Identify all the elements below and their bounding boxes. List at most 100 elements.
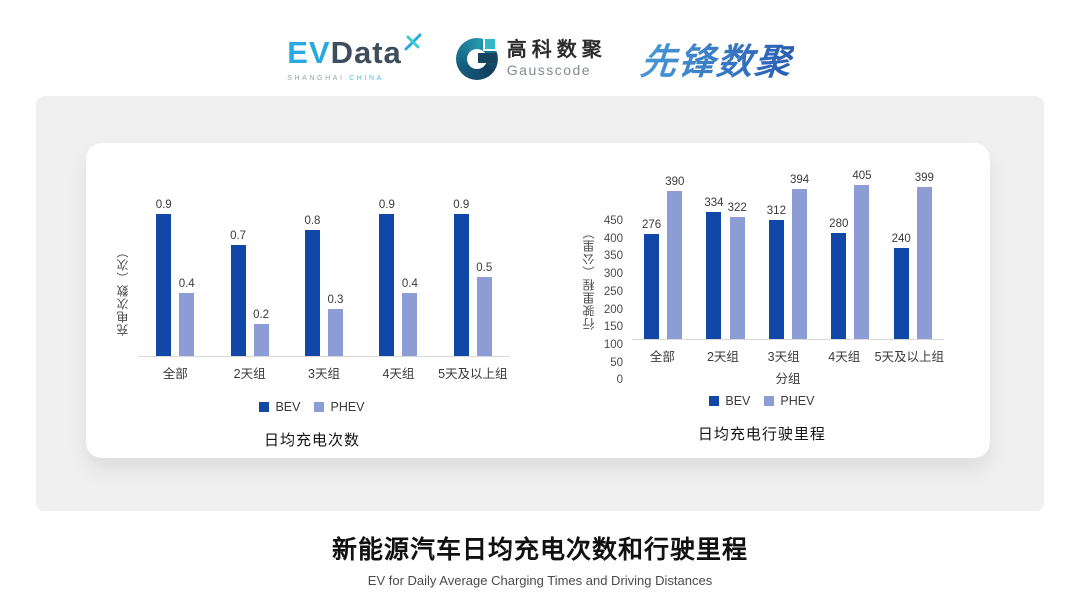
bar-group: 240 399 bbox=[892, 172, 934, 339]
bar-value-label: 280 bbox=[829, 217, 849, 230]
bar-value-label: 322 bbox=[727, 201, 747, 214]
bar-with-label: 0.9 bbox=[156, 199, 172, 356]
tick-label: 50 bbox=[610, 356, 623, 369]
legend-swatch-bev bbox=[709, 396, 720, 406]
bar-value-label: 276 bbox=[642, 219, 662, 232]
evdata-logo: EV Data SHANGHAI CHINA bbox=[287, 33, 422, 82]
bar-with-label: 394 bbox=[790, 174, 809, 339]
bar-bev bbox=[893, 247, 909, 339]
bar-group: 276 390 bbox=[642, 176, 684, 339]
bar-value-label: 394 bbox=[789, 174, 810, 187]
bar-with-label: 0.9 bbox=[453, 199, 469, 356]
chart-plot-wrapper: 行驶里程（公里） 450 400 350 300 250 200 150 100 50 0 276… bbox=[580, 169, 944, 387]
bar-with-label: 0.3 bbox=[327, 294, 343, 356]
category-label: 5天及以上组 bbox=[874, 350, 945, 364]
bar-value-label: 0.9 bbox=[453, 198, 470, 211]
bar-value-label: 0.8 bbox=[304, 214, 321, 227]
gausscode-g-icon bbox=[455, 38, 498, 80]
bar-with-label: 390 bbox=[665, 176, 684, 339]
plot-area: 0.9 0.4 0.7 0.2 0.8 0.3 0.9 0.4 0.9 0.5 全部 2天组 3天组 4… bbox=[138, 199, 510, 382]
evdata-shanghai-text: SHANGHAI bbox=[287, 74, 345, 82]
bar-with-label: 0.7 bbox=[230, 230, 246, 356]
bar-group: 334 322 bbox=[704, 197, 747, 339]
bar-group: 0.9 0.4 bbox=[379, 199, 418, 356]
bar-phev bbox=[916, 187, 932, 339]
gausscode-text: 高科数聚 Gausscode bbox=[507, 39, 607, 78]
legend-item-bev: BEV bbox=[259, 400, 300, 414]
legend: BEV PHEV bbox=[259, 400, 365, 414]
evdata-subtext: SHANGHAI CHINA bbox=[287, 75, 422, 82]
bar-with-label: 280 bbox=[829, 218, 848, 339]
legend-label-bev: BEV bbox=[275, 400, 301, 414]
bar-group: 0.8 0.3 bbox=[304, 215, 343, 356]
categories-row: 全部 2天组 3天组 4天组 5天及以上组 bbox=[138, 357, 510, 382]
subtitle: EV for Daily Average Charging Times and … bbox=[367, 573, 713, 588]
bar-value-label: 0.5 bbox=[476, 262, 493, 274]
y-axis-label: 充电次数（次） bbox=[116, 245, 130, 336]
bar-with-label: 322 bbox=[728, 202, 747, 339]
evdata-data-text: Data bbox=[330, 34, 402, 70]
tick-label: 300 bbox=[603, 268, 623, 281]
bar-phev bbox=[729, 216, 745, 339]
bar-bev bbox=[156, 213, 172, 356]
bar-value-label: 0.3 bbox=[327, 293, 344, 306]
bar-value-label: 334 bbox=[704, 197, 724, 210]
bar-with-label: 0.8 bbox=[304, 215, 320, 356]
category-label: 3天组 bbox=[308, 367, 340, 381]
legend-swatch-phev bbox=[764, 396, 775, 406]
bar-value-label: 312 bbox=[766, 205, 786, 218]
bar-bev bbox=[644, 234, 660, 339]
bar-phev bbox=[792, 189, 808, 339]
bar-phev bbox=[327, 308, 343, 356]
legend-label-bev: BEV bbox=[725, 394, 751, 408]
bar-group: 0.9 0.5 bbox=[453, 199, 492, 356]
bar-group: 0.7 0.2 bbox=[230, 230, 269, 356]
chart-daily-charging-times: 充电次数（次） 0.9 0.4 0.7 0.2 0.8 0.3 0.9 0.4 0.9 0.5 全… bbox=[114, 169, 510, 458]
y-axis-label: 行驶里程（公里） bbox=[581, 226, 596, 330]
chart-plot-wrapper: 充电次数（次） 0.9 0.4 0.7 0.2 0.8 0.3 0.9 0.4 0.9 0.5 全… bbox=[114, 199, 510, 382]
bar-value-label: 399 bbox=[914, 172, 934, 185]
chart-title: 日均充电次数 bbox=[263, 432, 360, 449]
legend-label-phev: PHEV bbox=[330, 400, 365, 414]
legend-item-phev: PHEV bbox=[314, 400, 365, 414]
content-card: 充电次数（次） 0.9 0.4 0.7 0.2 0.8 0.3 0.9 0.4 0.9 0.5 全… bbox=[36, 96, 1044, 511]
category-label: 4天组 bbox=[382, 367, 415, 381]
bar-value-label: 390 bbox=[665, 175, 685, 188]
legend-swatch-phev bbox=[314, 402, 325, 412]
tick-label: 100 bbox=[603, 339, 623, 352]
bar-value-label: 0.9 bbox=[155, 198, 172, 211]
brand-header: EV Data SHANGHAI CHINA 高科数聚 Gausscode 先锋数… bbox=[0, 0, 1080, 96]
legend-item-phev: PHEV bbox=[764, 394, 814, 408]
category-label: 全部 bbox=[649, 350, 675, 364]
categories-row: 全部 2天组 3天组 4天组 5天及以上组 bbox=[632, 340, 944, 365]
bar-with-label: 405 bbox=[852, 170, 872, 339]
category-label: 全部 bbox=[162, 367, 188, 381]
footer: 新能源汽车日均充电次数和行驶里程 EV for Daily Average Ch… bbox=[0, 530, 1080, 588]
y-ticks: 450 400 350 300 250 200 150 100 50 0 bbox=[603, 215, 623, 387]
bar-with-label: 0.9 bbox=[379, 199, 395, 356]
bar-with-label: 0.2 bbox=[253, 309, 269, 356]
evdata-sparkle-icon bbox=[404, 33, 422, 50]
bar-phev bbox=[253, 324, 269, 356]
chart-daily-driving-distance: 行驶里程（公里） 450 400 350 300 250 200 150 100 50 0 276… bbox=[580, 169, 944, 458]
bar-value-label: 240 bbox=[891, 232, 911, 245]
category-label: 2天组 bbox=[233, 367, 266, 381]
gausscode-en-text: Gausscode bbox=[506, 62, 592, 79]
category-label: 5天及以上组 bbox=[438, 367, 508, 381]
bar-bev bbox=[831, 232, 847, 339]
gausscode-cn-text: 高科数聚 bbox=[506, 39, 607, 62]
category-label: 4天组 bbox=[828, 350, 861, 364]
tick-label: 350 bbox=[603, 250, 623, 263]
bar-bev bbox=[379, 213, 395, 356]
tick-label: 400 bbox=[603, 232, 623, 245]
bar-group: 280 405 bbox=[829, 170, 872, 339]
tick-label: 150 bbox=[603, 321, 623, 334]
xianfeng-logo-text: 先锋数聚 bbox=[638, 33, 795, 85]
bar-with-label: 0.5 bbox=[476, 262, 492, 356]
bar-group: 312 394 bbox=[767, 174, 809, 339]
bar-with-label: 0.4 bbox=[179, 278, 195, 356]
bar-with-label: 240 bbox=[892, 233, 911, 339]
bar-value-label: 0.4 bbox=[401, 277, 418, 290]
bar-with-label: 312 bbox=[767, 205, 786, 339]
plot-area: 276 390 334 322 312 394 280 405 240 399 全部 2天组 3天组 4… bbox=[632, 169, 944, 387]
